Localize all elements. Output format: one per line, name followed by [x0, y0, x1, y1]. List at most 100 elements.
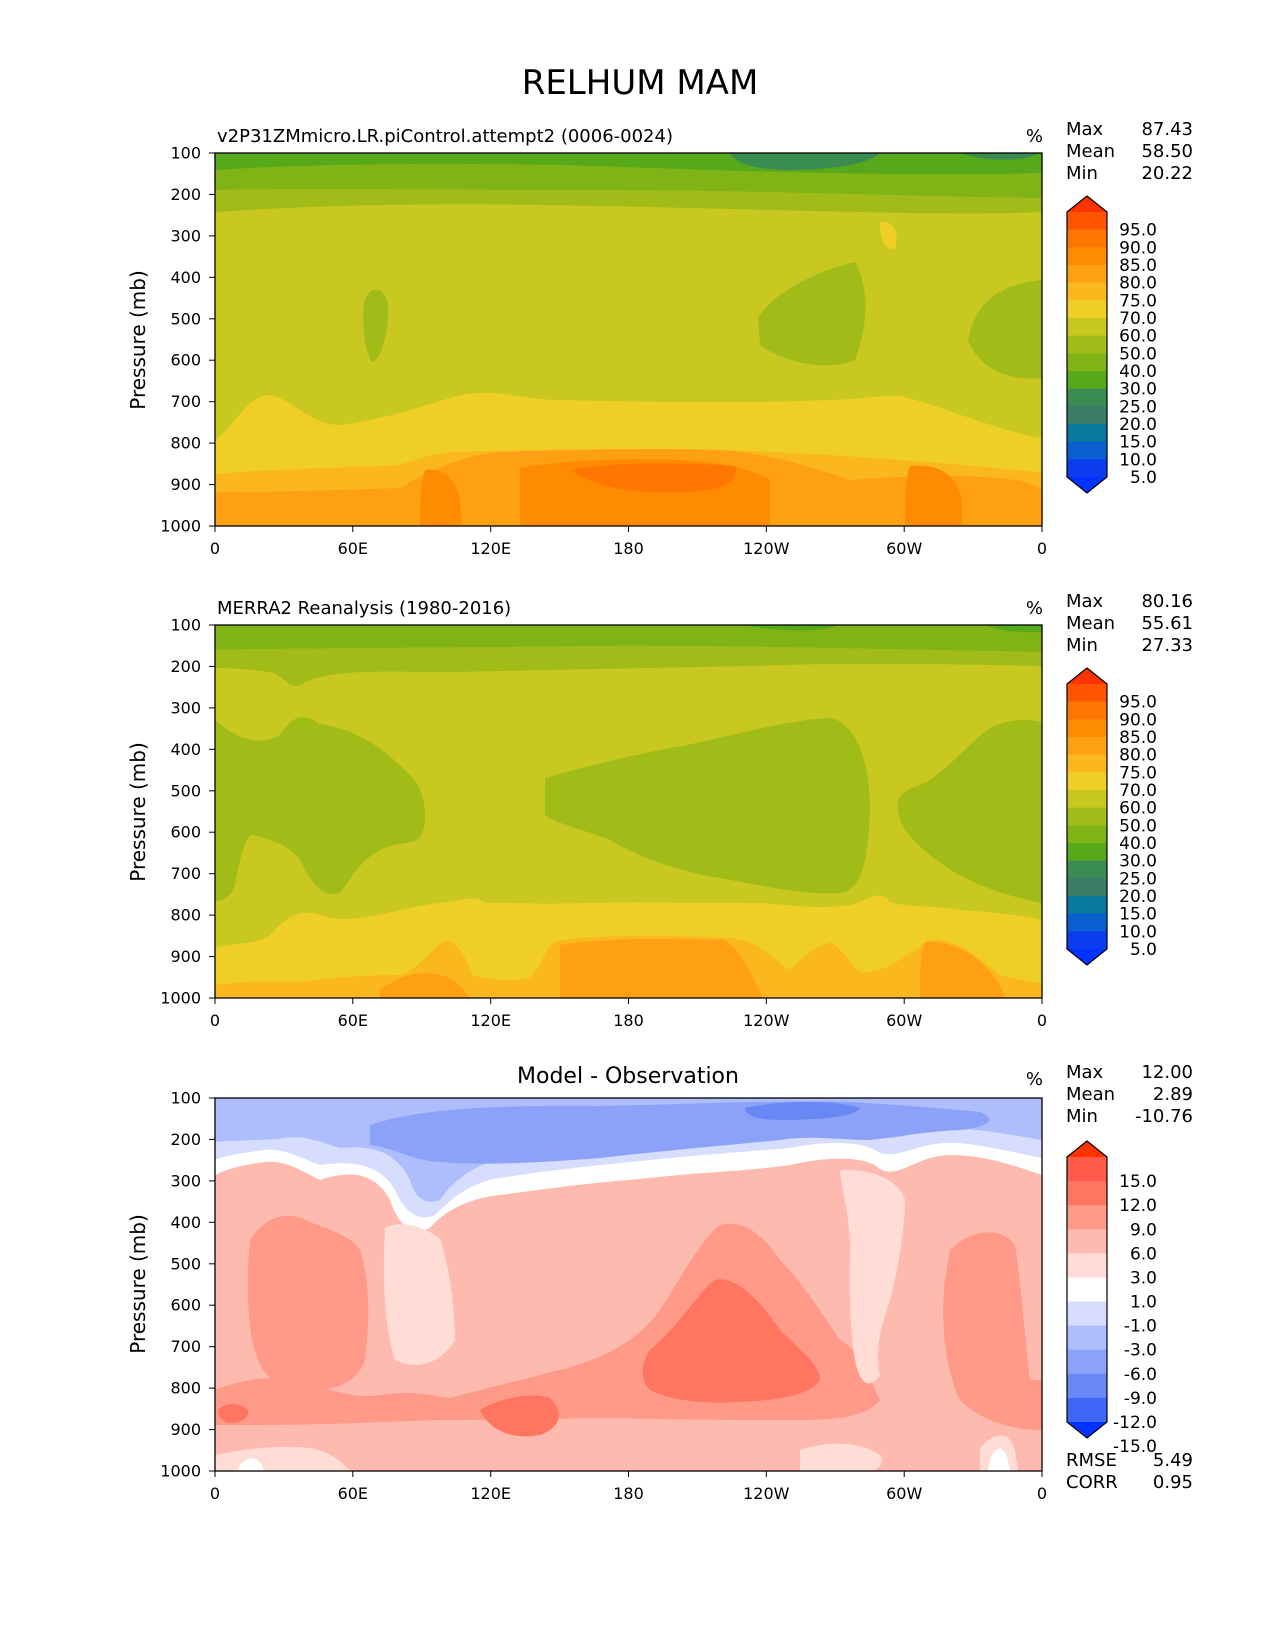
- colorbar: 15.0 12.0 9.0 6.0 3.0 1.0 -1.0 -3.0 -6.0 -9.0 -12.…: [1066, 1140, 1157, 1457]
- colorbar: 95.090.085.080.075.070.060.050.040.030.0…: [1066, 667, 1157, 966]
- contour-band-40-50: [215, 717, 426, 902]
- colorbar-swatch: [1067, 754, 1107, 773]
- colorbar-tick-label: 5.0: [1130, 940, 1157, 960]
- y-tick-label: 100: [170, 144, 201, 163]
- colorbar-swatch: [1067, 843, 1107, 862]
- contour-band-20-25: [730, 153, 880, 170]
- colorbar-swatch: [1067, 701, 1107, 720]
- colorbar-swatch: [1067, 282, 1107, 301]
- colorbar-tick-label: -9.0: [1124, 1389, 1157, 1409]
- contour-band-40-50: [215, 645, 1042, 686]
- colorbar-tick-label: 20.0: [1119, 415, 1157, 435]
- colorbar-tick-label: 10.0: [1119, 922, 1157, 942]
- y-tick-label: 900: [170, 947, 201, 966]
- stat-min-label: Min: [1066, 635, 1098, 656]
- y-tick-label: 700: [170, 864, 201, 883]
- stat-max-label: Max: [1066, 119, 1104, 140]
- colorbar-tick-label: 20.0: [1119, 887, 1157, 907]
- colorbar-tick-label: -3.0: [1124, 1341, 1157, 1361]
- contour-band-40-50: [545, 718, 870, 894]
- colorbar-tick-label: 60.0: [1119, 327, 1157, 347]
- colorbar-tick-label: 80.0: [1119, 274, 1157, 294]
- colorbar-swatch: [1067, 1397, 1107, 1423]
- y-tick-label: 400: [170, 1213, 201, 1232]
- contour-band-9-12: [218, 1404, 249, 1424]
- colorbar-swatch: [1067, 684, 1107, 703]
- stats-block: Max 87.43 Mean 58.50 Min 20.22: [1066, 119, 1193, 184]
- y-tick-label: 600: [170, 823, 201, 842]
- rmse-label: RMSE: [1066, 1450, 1117, 1471]
- x-tick-label: 60E: [338, 1011, 368, 1030]
- colorbar-tick-label: 5.0: [1130, 468, 1157, 488]
- colorbar-tick-label: 15.0: [1119, 1172, 1157, 1192]
- y-tick-label: 1000: [160, 1462, 201, 1481]
- contour-band-9-12: [480, 1395, 559, 1437]
- colorbar-swatch: [1067, 719, 1107, 738]
- panel-title: MERRA2 Reanalysis (1980-2016): [217, 598, 511, 619]
- x-tick-label: 180: [613, 1011, 644, 1030]
- stat-min-label: Min: [1066, 163, 1098, 184]
- x-tick-label: 180: [613, 539, 644, 558]
- colorbar-tick-label: 15.0: [1119, 905, 1157, 925]
- contour-band-1-3: [840, 1169, 905, 1384]
- x-tick-label: 120W: [743, 539, 790, 558]
- colorbar-swatch: [1067, 1157, 1107, 1182]
- stat-max-label: Max: [1066, 591, 1104, 612]
- x-tick-label: 0: [210, 1011, 220, 1030]
- colorbar-tick-label: 25.0: [1119, 397, 1157, 417]
- y-axis-label: Pressure (mb): [126, 270, 150, 410]
- contour-band-40-50: [363, 289, 389, 362]
- stat-mean-label: Mean: [1066, 613, 1115, 634]
- contour-band-40-50: [968, 280, 1042, 379]
- x-tick-label: 60W: [886, 1484, 922, 1503]
- y-tick-label: 800: [170, 906, 201, 925]
- colorbar-swatch: [1067, 388, 1107, 407]
- colorbar-swatch: [1067, 790, 1107, 809]
- colorbar-tick-label: 30.0: [1119, 380, 1157, 400]
- x-tick-label: 180: [613, 1484, 644, 1503]
- y-tick-label: 900: [170, 475, 201, 494]
- contour-band-1-3: [800, 1443, 882, 1471]
- colorbar-swatch: [1067, 247, 1107, 266]
- contour-band-6-9: [248, 1215, 369, 1390]
- y-tick-label: 700: [170, 1337, 201, 1356]
- colorbar-extend-min: [1067, 1422, 1107, 1438]
- y-tick-label: 700: [170, 392, 201, 411]
- colorbar-swatch: [1067, 772, 1107, 791]
- contour-band-neg12-neg9: [745, 1102, 860, 1120]
- x-axis: 0 60E 120E 180 120W 60W 0: [210, 526, 1047, 558]
- contour-band-40-50: [897, 720, 1042, 903]
- colorbar-outline: [1066, 667, 1108, 966]
- stat-max-label: Max: [1066, 1062, 1104, 1083]
- contour-band-9-12: [642, 1279, 820, 1403]
- colorbar-tick-label: 1.0: [1130, 1293, 1157, 1313]
- colorbar-tick-label: 3.0: [1130, 1268, 1157, 1288]
- panel-difference: Model - Observation % Max 12.00 Mean 2.8…: [126, 1062, 1193, 1503]
- colorbar-tick-label: 80.0: [1119, 746, 1157, 766]
- colorbar-tick-label: 95.0: [1119, 693, 1157, 713]
- colorbar-swatch: [1067, 371, 1107, 390]
- colorbar-swatch: [1067, 737, 1107, 756]
- colorbar-tick-label: 90.0: [1119, 710, 1157, 730]
- x-tick-label: 120E: [470, 539, 511, 558]
- colorbar-tick-label: -12.0: [1113, 1413, 1157, 1433]
- colorbar: 95.090.085.080.075.070.060.050.040.030.0…: [1066, 195, 1157, 494]
- stat-min-value: -10.76: [1135, 1106, 1193, 1127]
- contour-field: [215, 625, 1042, 998]
- stat-max-value: 12.00: [1141, 1062, 1193, 1083]
- panel-title: v2P31ZMmicro.LR.piControl.attempt2 (0006…: [217, 126, 673, 147]
- colorbar-tick-label: 90.0: [1119, 238, 1157, 258]
- colorbar-tick-label: 25.0: [1119, 869, 1157, 889]
- y-axis-label: Pressure (mb): [126, 1214, 150, 1354]
- contour-band-75-80: [920, 941, 1005, 998]
- contour-band-1-3: [383, 1224, 455, 1365]
- colorbar-swatch: [1067, 1253, 1107, 1279]
- colorbar-tick-label: -6.0: [1124, 1365, 1157, 1385]
- colorbar-swatch: [1067, 424, 1107, 443]
- y-tick-label: 500: [170, 309, 201, 328]
- x-tick-label: 0: [210, 1484, 220, 1503]
- contour-band-25-30: [740, 625, 840, 631]
- metrics-block: RMSE 5.49 CORR 0.95: [1066, 1450, 1193, 1493]
- x-tick-label: 120W: [743, 1484, 790, 1503]
- contour-band-80-85: [420, 469, 462, 526]
